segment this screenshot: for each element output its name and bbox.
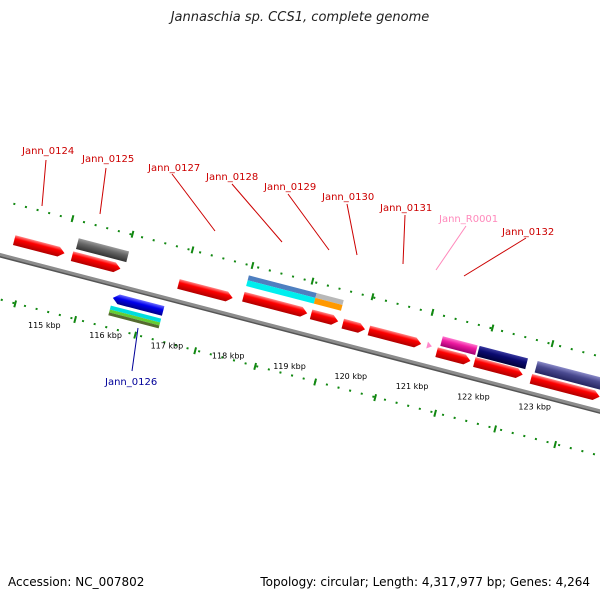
major-tick	[253, 362, 258, 371]
major-tick	[310, 277, 315, 285]
scale-tick-label: 115 kbp	[28, 321, 61, 330]
gene-jann-0124[interactable]	[12, 235, 66, 258]
gene-jann-0128-product-b[interactable]	[246, 280, 316, 304]
gene-jann-0129-product-b[interactable]	[313, 297, 343, 311]
major-tick	[130, 230, 135, 238]
gene-jann-0130[interactable]	[341, 318, 367, 334]
gene-next-product[interactable]	[534, 360, 600, 391]
scale-tick-label: 118 kbp	[212, 352, 245, 361]
major-tick	[550, 339, 555, 348]
major-tick	[430, 308, 435, 317]
gene-jann-0131[interactable]	[367, 325, 423, 349]
gene-jann-0126[interactable]	[112, 293, 165, 316]
genome-summary-text: Topology: circular; Length: 4,317,977 bp…	[260, 575, 590, 589]
gene-jann-0129[interactable]	[309, 309, 340, 326]
major-tick	[190, 246, 195, 254]
scale-tick-label: 119 kbp	[273, 362, 306, 371]
gene-jann-0129-product-a[interactable]	[315, 293, 344, 305]
label-leaders	[41, 159, 527, 372]
scale-tick-label: 123 kbp	[518, 403, 551, 412]
gene-feature-row-lower	[108, 293, 165, 329]
gene-label-jann-0127: Jann_0127	[147, 163, 200, 174]
gene-jann-0125-product[interactable]	[75, 238, 130, 263]
gene-jann-0128[interactable]	[242, 291, 308, 318]
scale-tick-label: 117 kbp	[151, 341, 184, 350]
gene-jann-0132-product[interactable]	[476, 345, 528, 370]
lower-major-ticks	[13, 300, 557, 449]
major-tick	[250, 261, 255, 270]
gene-feature-row-upper	[12, 235, 600, 402]
gene-jann-0126-product-c[interactable]	[108, 312, 160, 329]
map-title: Jannaschia sp. CCS1, complete genome	[170, 10, 430, 25]
gene-jann-0126-product-b[interactable]	[109, 309, 161, 326]
gene-label-jann-r0001: Jann_R0001	[438, 214, 498, 225]
gene-label-jann-0125: Jann_0125	[81, 154, 134, 165]
genome-backbone	[0, 250, 600, 421]
scale-tick-label: 120 kbp	[335, 372, 368, 381]
gene-next[interactable]	[529, 373, 600, 402]
major-tick	[433, 409, 437, 417]
gene-jann-0128-product-a[interactable]	[247, 275, 317, 298]
rna-jann-r0001[interactable]	[426, 341, 433, 350]
lower-tick-guide	[0, 295, 600, 459]
gene-label-jann-0128: Jann_0128	[205, 172, 258, 183]
major-tick	[490, 324, 495, 332]
major-tick	[70, 214, 75, 223]
major-tick	[313, 378, 318, 386]
major-tick	[73, 315, 78, 324]
scale-tick-label: 116 kbp	[89, 331, 122, 340]
gene-label-jann-0132: Jann_0132	[501, 227, 554, 238]
gene-label-jann-0131: Jann_0131	[379, 203, 432, 214]
upper-major-ticks	[70, 214, 555, 348]
major-tick	[193, 347, 198, 355]
genome-backbone-shadow	[0, 253, 600, 422]
gene-label-jann-0130: Jann_0130	[321, 192, 374, 203]
gene-jann-r0001-product[interactable]	[440, 336, 478, 355]
major-tick	[373, 394, 378, 402]
gene-label-jann-0129: Jann_0129	[263, 182, 316, 193]
scale-tick-label: 121 kbp	[396, 382, 429, 391]
accession-text: Accession: NC_007802	[8, 575, 145, 589]
gene-label-jann-0126: Jann_0126	[104, 377, 157, 388]
scale-tick-labels: 115 kbp 116 kbp 117 kbp 118 kbp 119 kbp 120 k…	[28, 321, 551, 412]
gene-jann-0127[interactable]	[177, 279, 234, 303]
major-tick	[493, 425, 497, 433]
major-tick	[553, 440, 557, 449]
scale-tick-label: 122 kbp	[457, 392, 490, 401]
major-tick	[370, 293, 375, 301]
gene-jann-0125[interactable]	[70, 251, 122, 273]
gene-jann-0126-product-a[interactable]	[109, 305, 162, 323]
major-tick	[133, 331, 138, 339]
gene-jann-0132-b[interactable]	[473, 357, 524, 379]
major-tick	[13, 300, 18, 308]
gene-jann-0132-a[interactable]	[435, 347, 471, 365]
gene-label-jann-0124: Jann_0124	[21, 146, 74, 157]
